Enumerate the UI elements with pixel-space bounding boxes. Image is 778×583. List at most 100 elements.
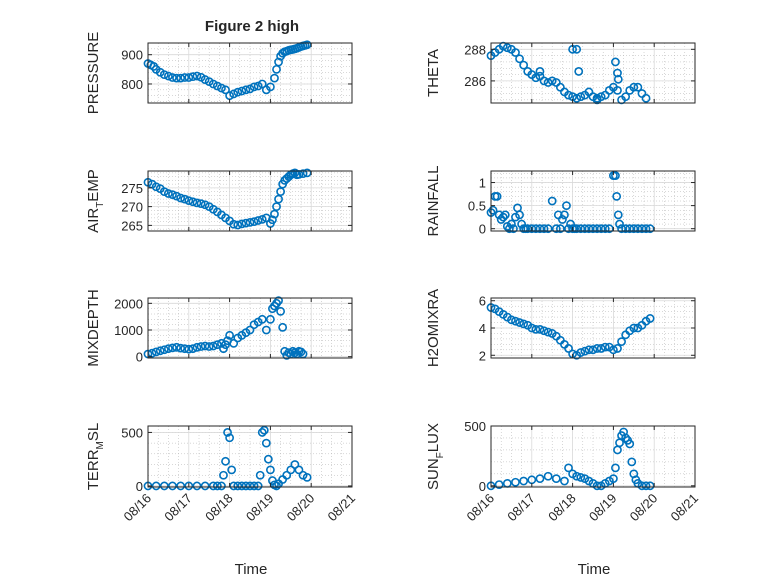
data-point <box>227 465 237 475</box>
data-point <box>237 86 247 96</box>
data-point <box>506 219 516 229</box>
data-point <box>609 345 618 355</box>
axes-box <box>147 297 353 359</box>
subplot-pressure: 800 900 PRESSURE <box>85 32 353 114</box>
data-point <box>611 463 620 473</box>
axes-box <box>147 170 353 232</box>
data-point <box>184 481 194 491</box>
y-tick-label: 275 <box>121 181 143 196</box>
subplot-theta: 286 288 THETA <box>425 41 696 105</box>
y-tick-label: 286 <box>464 74 486 89</box>
x-tick-label: 08/18 <box>545 491 579 525</box>
data-point <box>611 171 620 181</box>
y-tick-label: 500 <box>121 425 143 440</box>
data-point <box>564 463 573 473</box>
data-point <box>265 465 275 475</box>
data-point <box>629 323 639 333</box>
y-axis-label: MIXDEPTH <box>85 289 102 367</box>
data-point <box>641 481 651 491</box>
data-point <box>272 481 281 491</box>
data-point <box>212 340 222 350</box>
data-point <box>506 315 516 325</box>
data-point <box>572 471 582 481</box>
y-axis-label: H2OMIXRA <box>425 289 442 367</box>
data-point <box>627 457 637 467</box>
data-point <box>180 344 190 354</box>
data-point <box>625 224 635 234</box>
data-point <box>255 470 265 480</box>
y-axis-label: TERRMSL <box>85 423 106 491</box>
data-point <box>539 326 549 336</box>
data-point <box>257 79 267 89</box>
data-point <box>286 465 296 475</box>
axes-box <box>490 425 696 488</box>
y-tick-label: 0 <box>136 479 143 494</box>
y-tick-label: 2000 <box>114 296 143 311</box>
axes-box <box>490 42 696 104</box>
y-tick-label: 1 <box>479 176 486 191</box>
x-tick-label: 08/19 <box>586 491 620 525</box>
data-point <box>504 224 514 234</box>
data-point <box>494 480 504 490</box>
data-point <box>221 85 230 95</box>
y-tick-label: 0 <box>479 222 486 237</box>
data-point <box>551 474 561 484</box>
data-point <box>217 83 226 93</box>
data-point <box>237 481 247 491</box>
data-point <box>641 224 651 234</box>
data-point <box>176 193 186 203</box>
data-point <box>584 224 594 234</box>
data-point <box>294 465 304 475</box>
x-tick-label: 08/20 <box>284 491 318 525</box>
data-point <box>617 337 626 347</box>
data-point <box>225 433 234 443</box>
data-point <box>592 481 602 491</box>
data-point <box>200 200 210 210</box>
data-point <box>645 314 655 323</box>
data-point <box>576 224 586 234</box>
data-point <box>562 201 571 211</box>
data-point <box>584 345 594 355</box>
subplot-rainfall: 0 0.5 1 RAINFALL <box>425 166 696 237</box>
data-point <box>172 342 181 352</box>
y-axis-label: SUNFLUX <box>425 423 446 490</box>
data-point <box>588 224 598 234</box>
data-point <box>617 224 626 234</box>
data-point <box>176 343 186 353</box>
data-point <box>196 342 206 351</box>
data-point <box>168 73 177 82</box>
data-point <box>511 48 520 57</box>
data-point <box>155 346 165 356</box>
data-point <box>172 73 181 83</box>
data-point <box>204 342 214 351</box>
data-series-sun-flux <box>486 427 655 491</box>
x-tick-label: 08/17 <box>504 491 538 525</box>
data-point <box>249 82 259 92</box>
x-axis-label-right: Time <box>578 561 611 578</box>
data-point <box>547 76 557 86</box>
data-point <box>229 89 239 99</box>
data-point <box>637 481 647 491</box>
data-point <box>163 71 173 81</box>
data-point <box>233 220 243 230</box>
data-point <box>208 341 218 351</box>
data-point <box>600 342 610 352</box>
data-point <box>276 187 285 197</box>
data-point <box>592 93 602 103</box>
x-tick-label: 08/18 <box>202 491 236 525</box>
data-point <box>633 224 643 234</box>
data-point <box>270 209 279 219</box>
data-point <box>168 190 177 200</box>
data-point <box>176 73 186 83</box>
data-point <box>547 196 557 206</box>
data-point <box>265 314 275 324</box>
data-point <box>159 70 169 80</box>
subplot-h2omixra: 2 4 6 H2OMIXRA <box>425 289 696 367</box>
data-point <box>245 217 255 227</box>
data-point <box>613 68 622 78</box>
data-point <box>253 216 263 225</box>
data-point <box>615 219 624 229</box>
data-point <box>261 438 271 448</box>
data-point <box>233 87 243 97</box>
